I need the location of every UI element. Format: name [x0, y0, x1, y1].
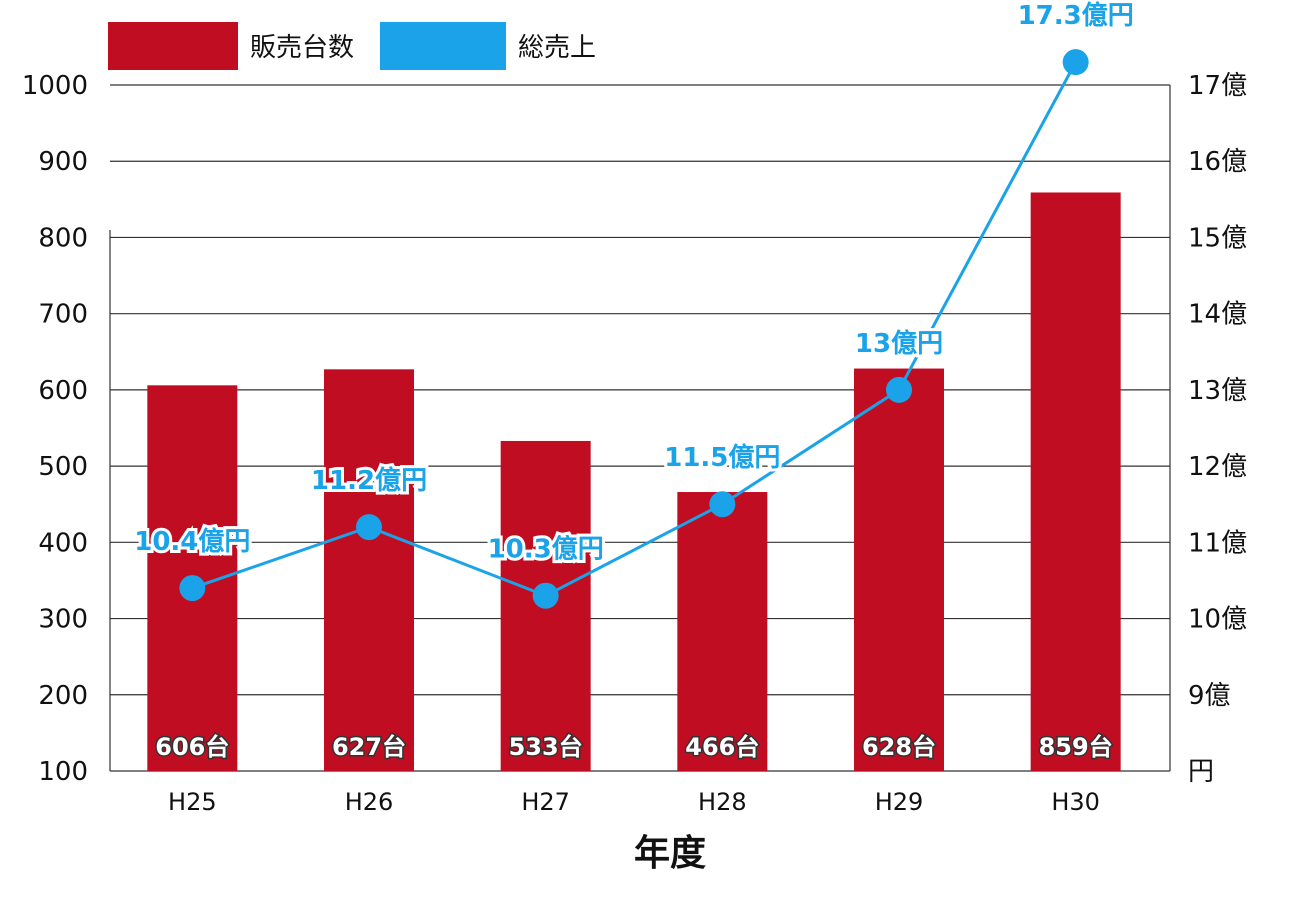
- bar-series: 606台 627台 533台 466台 628台 859台: [147, 192, 1121, 771]
- left-tick-label: 400: [38, 528, 88, 558]
- line-data-label: 11.2億円: [311, 466, 427, 496]
- legend: 販売台数 総売上: [108, 22, 596, 70]
- bar-data-label: 859台: [1039, 733, 1113, 761]
- left-tick-label: 800: [38, 223, 88, 253]
- x-axis: H25 H26 H27 H28 H29 H30: [168, 788, 1100, 816]
- legend-swatch-bar: [108, 22, 238, 70]
- gridlines: [110, 84, 1170, 772]
- left-axis: 100 200 300 400 500 600 700 800 900 1000: [22, 71, 111, 787]
- right-tick-label: 11億: [1188, 528, 1247, 558]
- left-tick-label: 600: [38, 376, 88, 406]
- x-tick-label: H27: [521, 788, 570, 816]
- left-tick-label: 1000: [22, 71, 88, 101]
- line-point: [886, 376, 912, 403]
- line-point: [709, 491, 736, 518]
- left-tick-label: 300: [38, 605, 88, 635]
- line-data-label: 10.4億円: [134, 527, 250, 557]
- right-tick-label: 12億: [1188, 452, 1247, 482]
- line-point: [532, 582, 559, 609]
- x-tick-label: H25: [168, 788, 217, 816]
- bar-data-label: 628台: [862, 733, 936, 761]
- bar-data-label: 466台: [685, 733, 759, 761]
- bar: [1030, 192, 1121, 771]
- right-tick-label: 円: [1188, 757, 1214, 787]
- line-data-label: 13億円: [855, 329, 943, 359]
- line-data-label: 10.3億円: [488, 535, 604, 565]
- legend-swatch-line: [380, 22, 506, 70]
- right-tick-label: 17億: [1188, 71, 1247, 101]
- line-series: 10.4億円 11.2億円 10.3億円 11.5億円 13億円 17.3億円: [131, 0, 1137, 609]
- line-point: [356, 514, 382, 541]
- left-tick-label: 900: [38, 147, 88, 177]
- bar-data-label: 627台: [332, 733, 406, 761]
- bar-data-label: 533台: [509, 733, 583, 761]
- line-path: [191, 61, 1077, 598]
- legend-label-bar: 販売台数: [250, 33, 354, 63]
- left-tick-label: 500: [38, 452, 88, 482]
- right-tick-label: 9億: [1188, 681, 1231, 711]
- x-tick-label: H28: [698, 788, 747, 816]
- left-tick-label: 100: [38, 757, 88, 787]
- x-tick-label: H30: [1051, 788, 1100, 816]
- x-tick-label: H29: [875, 788, 924, 816]
- left-tick-label: 700: [38, 300, 88, 330]
- right-tick-label: 15億: [1188, 223, 1247, 253]
- right-tick-label: 13億: [1188, 376, 1247, 406]
- bar: [324, 369, 414, 771]
- right-tick-label: 10億: [1188, 605, 1247, 635]
- right-axis: 円 9億 10億 11億 12億 13億 14億 15億 16億 17億: [1169, 71, 1247, 787]
- line-data-label: 11.5億円: [664, 443, 780, 473]
- left-tick-label: 200: [38, 681, 88, 711]
- bar-data-label: 606台: [155, 733, 229, 761]
- line-data-label: 17.3億円: [1018, 1, 1134, 31]
- bar: [854, 368, 944, 771]
- right-tick-label: 16億: [1188, 147, 1247, 177]
- bar: [677, 492, 768, 771]
- legend-label-line: 総売上: [518, 33, 596, 63]
- line-point: [1062, 49, 1089, 76]
- right-tick-label: 14億: [1188, 300, 1247, 330]
- x-axis-title: 年度: [634, 833, 706, 874]
- line-point: [179, 575, 206, 602]
- x-tick-label: H26: [345, 788, 394, 816]
